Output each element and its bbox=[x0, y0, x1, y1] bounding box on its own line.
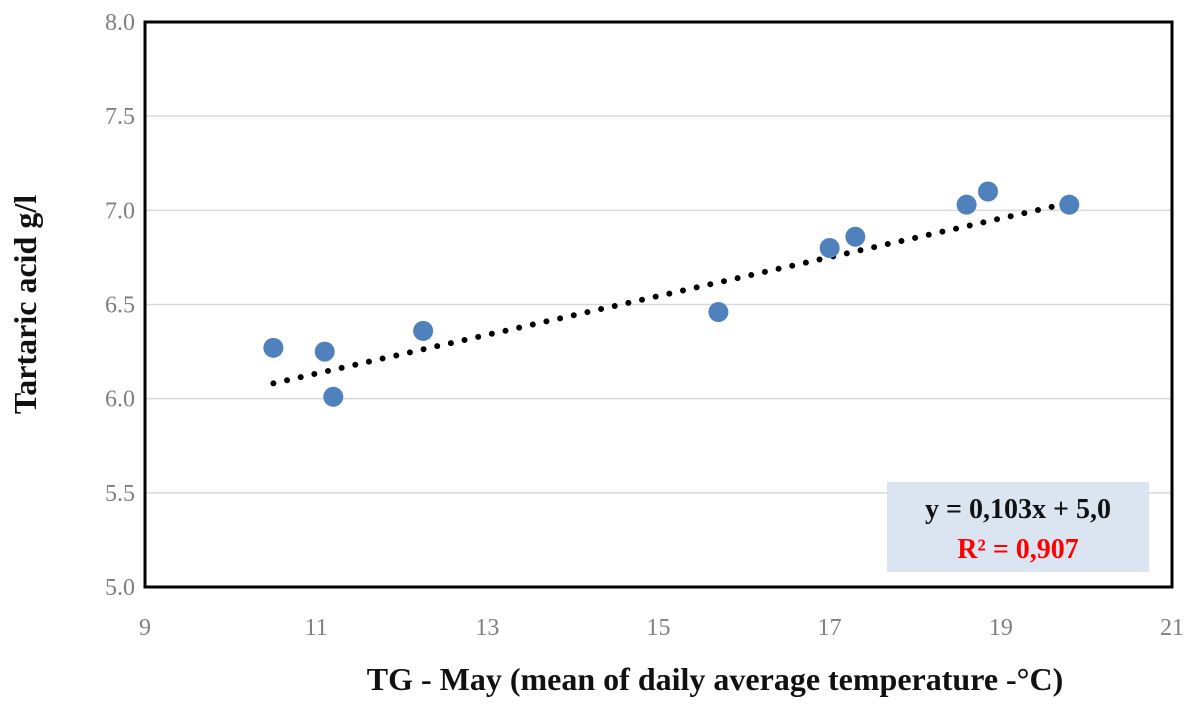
plot-area-frame bbox=[143, 20, 1174, 589]
data-point bbox=[323, 386, 344, 407]
x-tick-label: 11 bbox=[305, 615, 328, 641]
y-tick-label: 6.0 bbox=[105, 387, 135, 413]
x-tick-label: 15 bbox=[647, 615, 671, 641]
y-tick-label: 6.5 bbox=[105, 293, 135, 319]
data-point bbox=[413, 320, 434, 341]
data-point bbox=[977, 181, 998, 202]
x-tick-label: 17 bbox=[818, 615, 842, 641]
data-point bbox=[956, 194, 977, 215]
equation-box-background bbox=[887, 482, 1149, 572]
data-point bbox=[314, 341, 335, 362]
equation-box: y = 0,103x + 5,0 R² = 0,907 bbox=[887, 482, 1149, 572]
x-tick-label: 13 bbox=[475, 615, 499, 641]
x-tick-labels: 9 11 13 15 17 19 21 bbox=[139, 615, 1184, 641]
trendline-equation: y = 0,103x + 5,0 bbox=[925, 494, 1111, 525]
y-tick-labels: 5.0 5.5 6.0 6.5 7.0 7.5 8.0 bbox=[105, 10, 135, 601]
y-tick-label: 8.0 bbox=[105, 10, 135, 36]
data-points bbox=[263, 181, 1080, 407]
x-axis-title: TG - May (mean of daily average temperat… bbox=[367, 661, 1063, 697]
y-tick-label: 7.5 bbox=[105, 104, 135, 130]
y-tick-label: 7.0 bbox=[105, 198, 135, 224]
data-point bbox=[1059, 194, 1080, 215]
y-tick-label: 5.5 bbox=[105, 481, 135, 507]
data-point bbox=[845, 226, 866, 247]
y-tick-label: 5.0 bbox=[105, 575, 135, 601]
r-squared-label: R² = 0,907 bbox=[957, 534, 1079, 565]
y-axis-title: Tartaric acid g/l bbox=[7, 195, 43, 414]
data-point bbox=[819, 238, 840, 258]
data-point bbox=[708, 302, 729, 323]
x-tick-label: 9 bbox=[139, 615, 151, 641]
x-tick-label: 21 bbox=[1160, 615, 1184, 641]
x-tick-label: 19 bbox=[989, 615, 1013, 641]
trendline bbox=[270, 199, 1073, 387]
data-point bbox=[263, 337, 284, 358]
trendline-layer bbox=[270, 199, 1073, 387]
